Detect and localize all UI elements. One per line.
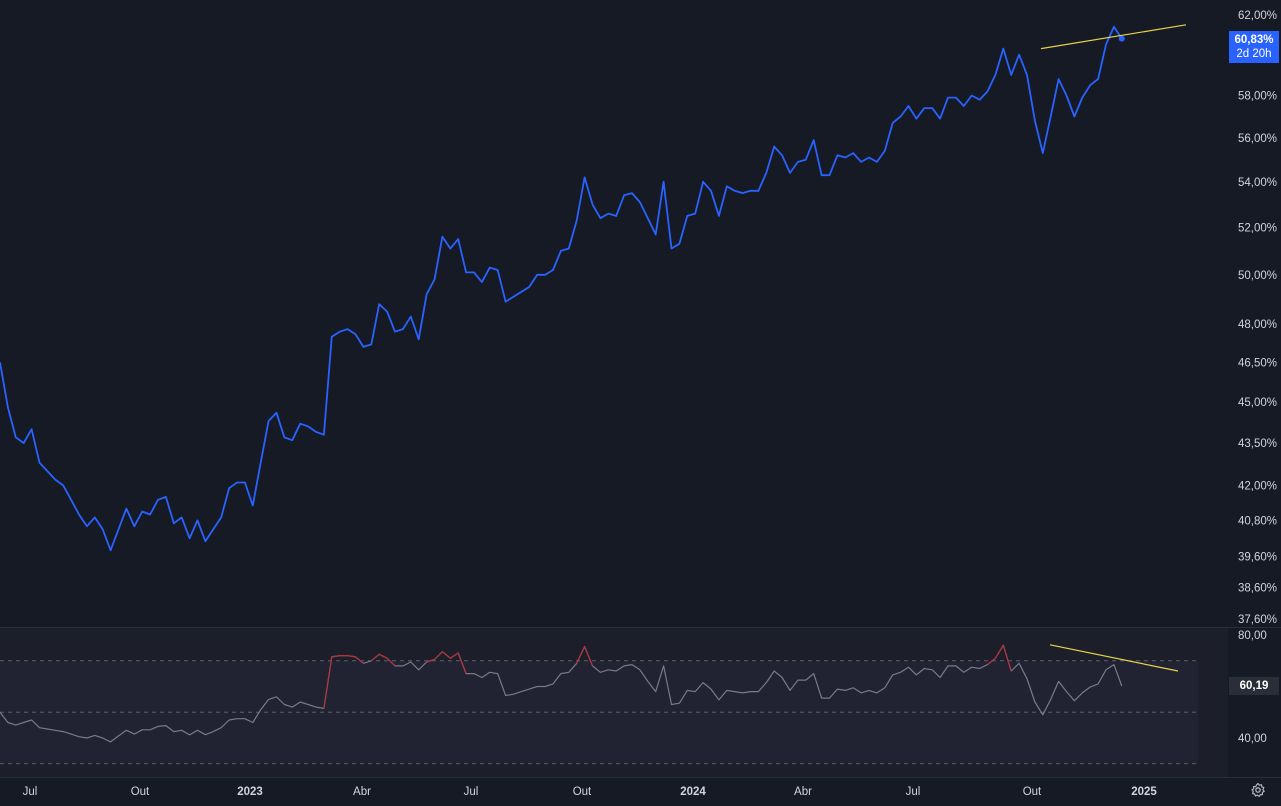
rsi-overbought-segment [442,651,451,659]
time-tick-label: Out [131,786,150,798]
rsi-tick-label: 80,00 [1238,630,1267,642]
price-tick-label: 39,60% [1238,551,1277,563]
rsi-axis[interactable]: 80,00 40,00 [1238,630,1267,745]
rsi-overbought-segment [576,646,586,664]
rsi-pane-background [0,628,1228,778]
time-tick-label: Jul [906,786,921,798]
price-tick-label: 56,00% [1238,133,1277,145]
rsi-trendline[interactable] [1049,644,1179,672]
price-tick-label: 43,50% [1238,438,1277,450]
price-tick-label: 46,50% [1238,357,1277,369]
last-price-value: 60,83% [1234,34,1274,46]
price-tick-label: 37,60% [1238,614,1277,626]
time-tick-label: 2023 [237,786,263,798]
time-tick-label: Out [1023,786,1042,798]
rsi-overbought-segment [994,644,1004,659]
last-rsi-value: 60,19 [1239,680,1269,692]
time-tick-label: 2025 [1131,786,1157,798]
gear-icon[interactable] [1250,782,1266,798]
rsi-overbought-segment [434,651,443,660]
rsi-overbought-segment [331,655,340,658]
rsi-overbought-segment [378,653,388,659]
price-plot [0,24,1187,552]
price-tick-label: 54,00% [1238,177,1277,189]
time-tick-label: Abr [794,786,812,798]
rsi-overbought-segment [323,656,333,709]
price-tick-label: 48,00% [1238,319,1277,331]
last-price-dot [1118,35,1125,42]
price-tick-label: 38,60% [1238,582,1277,594]
price-tick-label: 62,00% [1238,10,1277,22]
time-tick-label: Jul [464,786,479,798]
rsi-overbought-segment [449,652,459,659]
price-trendline[interactable] [1040,24,1187,50]
rsi-band-fill [0,660,1198,764]
price-axis[interactable]: 62,00%60,00%58,00%56,00%54,00%52,00%50,0… [1238,10,1277,626]
time-axis[interactable]: Jul Out 2023 Abr Jul Out 2024 Abr Jul Out 2025 [23,786,1158,798]
price-tick-label: 50,00% [1238,270,1277,282]
rsi-plot [0,644,1179,743]
rsi-overbought-segment [987,657,996,666]
rsi-overbought-segment [347,655,356,658]
price-tick-label: 40,80% [1238,515,1277,527]
price-line [0,25,1123,552]
price-tick-label: 42,00% [1238,480,1277,492]
time-tick-label: Out [573,786,592,798]
rsi-overbought-segment [584,646,594,667]
rsi-overbought-segment [355,656,364,664]
price-tick-label: 52,00% [1238,222,1277,234]
rsi-tick-label: 40,00 [1238,733,1267,745]
time-tick-label: Jul [23,786,38,798]
rsi-overbought-segment [1002,645,1012,672]
last-rsi-badge: 60,19 [1229,677,1279,695]
rsi-line [0,644,1123,743]
rsi-overbought-segment [370,653,380,662]
bar-countdown: 2d 20h [1236,48,1272,60]
rsi-overbought-segment [386,657,396,667]
rsi-overbought-segment [457,652,467,674]
price-tick-label: 58,00% [1238,91,1277,103]
last-price-badge: 60,83% 2d 20h [1229,31,1279,63]
time-tick-label: 2024 [680,786,706,798]
price-tick-label: 45,00% [1238,397,1277,409]
rsi-overbought-segment [426,658,435,663]
time-tick-label: Abr [353,786,371,798]
